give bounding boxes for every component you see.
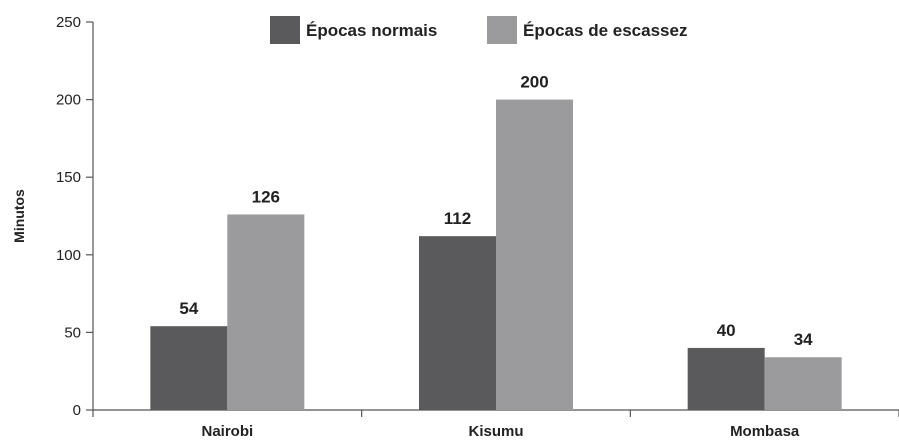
- y-tick-label: 250: [56, 14, 81, 31]
- legend: Épocas normais Épocas de escassez: [270, 16, 687, 44]
- legend-swatch: [270, 16, 300, 44]
- y-tick-label: 0: [73, 402, 81, 419]
- y-tick-label: 150: [56, 169, 81, 186]
- legend-swatch: [487, 16, 517, 44]
- y-axis-title: Minutos: [11, 189, 27, 243]
- bar-normal: [687, 347, 765, 410]
- data-label: 200: [520, 73, 548, 92]
- bar-shortage: [496, 99, 573, 410]
- bar-normal: [419, 236, 496, 410]
- legend-label: Épocas normais: [306, 21, 437, 40]
- x-axis: Nairobi Kisumu Mombasa: [92, 409, 899, 440]
- x-category-label: Mombasa: [730, 423, 800, 440]
- data-label: 54: [179, 299, 198, 318]
- bar-shortage: [227, 214, 305, 410]
- legend-label: Épocas de escassez: [523, 21, 687, 40]
- bar-shortage: [764, 357, 842, 410]
- data-label: 40: [717, 321, 736, 340]
- x-category-label: Kisumu: [468, 423, 523, 440]
- y-axis: 0 50 100 150 200 250: [56, 14, 94, 419]
- data-label: 34: [794, 330, 813, 349]
- y-tick-label: 100: [56, 247, 81, 264]
- y-tick-label: 50: [64, 324, 81, 341]
- y-tick-label: 200: [56, 92, 81, 109]
- bar-normal: [150, 326, 228, 410]
- data-label: 126: [252, 187, 280, 206]
- bars: 54 126 112 200 40 34: [150, 73, 842, 410]
- x-category-label: Nairobi: [201, 423, 253, 440]
- data-label: 112: [444, 209, 471, 228]
